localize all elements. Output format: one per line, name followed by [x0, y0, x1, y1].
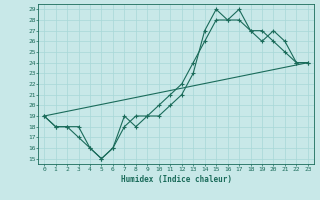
- X-axis label: Humidex (Indice chaleur): Humidex (Indice chaleur): [121, 175, 231, 184]
